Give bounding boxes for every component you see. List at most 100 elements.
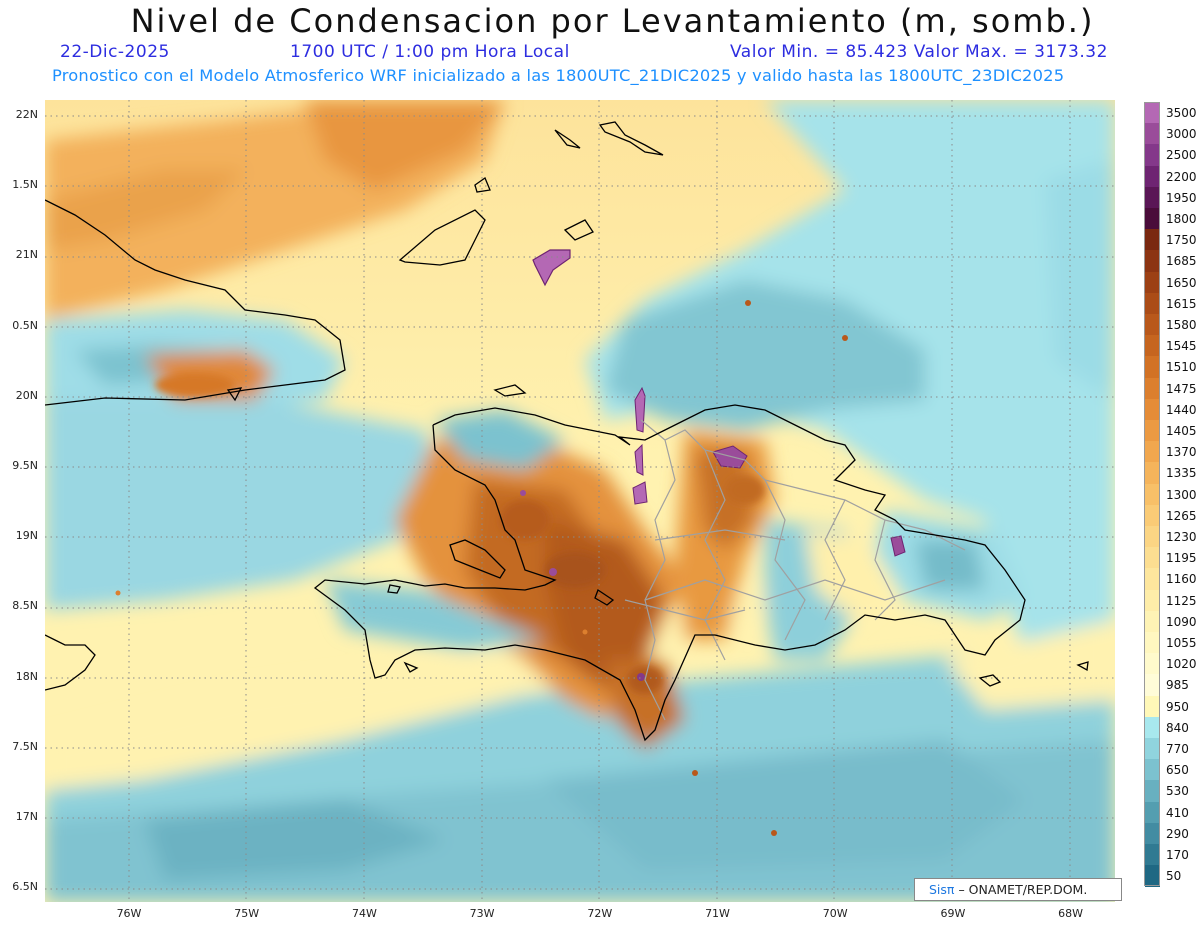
colorbar-label: 840 [1166, 720, 1189, 735]
colorbar-label: 1510 [1166, 360, 1197, 375]
lat-label: 8.5N [12, 599, 38, 613]
colorbar-swatch [1145, 356, 1160, 379]
colorbar-swatch [1145, 398, 1160, 421]
grid-lines [45, 100, 1115, 902]
lat-label: 17N [15, 810, 38, 823]
lat-label: 7.5N [12, 739, 38, 753]
colorbar-swatch [1145, 229, 1160, 251]
colorbar-label: 1615 [1166, 296, 1197, 311]
colorbar-label: 1950 [1166, 190, 1197, 205]
colorbar-label: 1125 [1166, 593, 1197, 608]
colorbar-label: 1160 [1166, 572, 1197, 587]
colorbar-swatch [1145, 674, 1160, 697]
colorbar-label: 3000 [1166, 127, 1197, 142]
colorbar-label: 1800 [1166, 212, 1197, 226]
coastlines [45, 121, 1089, 742]
colorbar-swatch [1145, 441, 1160, 463]
colorbar-label: 1750 [1166, 233, 1197, 248]
colorbar-label: 770 [1166, 742, 1189, 756]
model-info: Pronostico con el Modelo Atmosferico WRF… [52, 66, 1065, 85]
colorbar-label: 1475 [1166, 381, 1197, 396]
colorbar-swatch [1145, 526, 1160, 548]
colorbar-swatch [1145, 186, 1160, 209]
lon-label: 71W [705, 907, 730, 920]
lat-label: 20N [15, 388, 38, 402]
colorbar-swatch [1145, 123, 1160, 145]
sispi-logo-text: Sisπ [929, 882, 955, 897]
colorbar-label: 1440 [1166, 402, 1197, 417]
colorbar-swatch [1145, 462, 1160, 485]
colorbar-swatch [1145, 716, 1160, 739]
colorbar-label: 1370 [1166, 445, 1197, 460]
colorbar-swatch [1145, 314, 1160, 336]
colorbar-label: 1055 [1166, 636, 1197, 650]
lcl-field [45, 100, 1115, 902]
colorbar-label: 2200 [1166, 169, 1197, 184]
colorbar-swatch [1145, 271, 1160, 294]
colorbar-swatch [1145, 292, 1160, 315]
colorbar-swatch [1145, 420, 1160, 442]
colorbar-label: 1335 [1166, 466, 1197, 481]
colorbar-frame [1144, 102, 1160, 887]
lat-label: 21N [15, 248, 38, 262]
colorbar-label: 50 [1166, 869, 1182, 884]
min-max-values: Valor Min. = 85.423 Valor Max. = 3173.32 [730, 42, 1108, 62]
colorbar-label: 985 [1166, 678, 1189, 693]
colorbar-swatch [1145, 632, 1160, 654]
lat-label: 18N [15, 669, 38, 683]
colorbar-swatch [1145, 780, 1160, 803]
colorbar-label: 530 [1166, 784, 1189, 799]
colorbar-swatch [1145, 483, 1160, 506]
colorbar-swatch [1145, 208, 1160, 230]
credit-box: Sisπ – ONAMET/REP.DOM. [914, 878, 1122, 901]
colorbar-swatch [1145, 738, 1160, 760]
colorbar-swatch [1145, 165, 1160, 188]
lon-label: 72W [587, 907, 613, 920]
colorbar-swatch [1145, 695, 1160, 718]
colorbar-swatch [1145, 822, 1160, 845]
colorbar-label: 1300 [1166, 487, 1197, 502]
colorbar-swatch [1145, 610, 1160, 633]
colorbar-swatch [1145, 547, 1160, 569]
colorbar-label: 1650 [1166, 275, 1197, 290]
colorbar-swatch [1145, 865, 1160, 887]
forecast-time: 1700 UTC / 1:00 pm Hora Local [290, 42, 570, 62]
colorbar-label: 3500 [1166, 106, 1197, 120]
colorbar-swatch [1145, 568, 1160, 591]
lon-label: 76W [116, 907, 142, 920]
colorbar-swatch [1145, 759, 1160, 781]
lat-label: 0.5N [12, 318, 38, 332]
map-title: Nivel de Condensacion por Levantamiento … [130, 2, 1095, 40]
lon-label: 75W [234, 907, 260, 920]
lat-label: 6.5N [12, 880, 38, 894]
colorbar-label: 1580 [1166, 318, 1197, 332]
lat-label: 22N [15, 108, 38, 121]
lon-label: 68W [1058, 907, 1084, 920]
colorbar-label: 1545 [1166, 339, 1197, 354]
colorbar-swatch [1145, 589, 1160, 612]
agency-text: – ONAMET/REP.DOM. [958, 882, 1088, 897]
colorbar-label: 170 [1166, 848, 1189, 862]
colorbar-label: 1195 [1166, 551, 1197, 566]
colorbar-label: 950 [1166, 699, 1189, 714]
colorbar-swatch [1145, 801, 1160, 824]
lon-label: 74W [351, 907, 377, 920]
colorbar-swatch [1145, 250, 1160, 273]
colorbar-swatch [1145, 144, 1160, 167]
colorbar-label: 1265 [1166, 508, 1197, 523]
colorbar-label: 1405 [1166, 424, 1197, 438]
colorbar-label: 1090 [1166, 614, 1197, 629]
colorbar-swatch [1145, 335, 1160, 357]
lat-label: 9.5N [12, 459, 38, 472]
colorbar-label: 1685 [1166, 254, 1197, 269]
lon-label: 69W [940, 907, 966, 920]
colorbar-label: 2500 [1166, 148, 1197, 163]
lon-label: 70W [822, 907, 848, 920]
colorbar-label: 1020 [1166, 657, 1197, 672]
colorbar-label: 410 [1166, 805, 1189, 820]
lon-label: 73W [469, 907, 495, 920]
colorbar-swatch [1145, 102, 1160, 124]
colorbar-label: 650 [1166, 763, 1189, 778]
lat-label: 19N [15, 529, 38, 543]
colorbar-swatch [1145, 504, 1160, 527]
